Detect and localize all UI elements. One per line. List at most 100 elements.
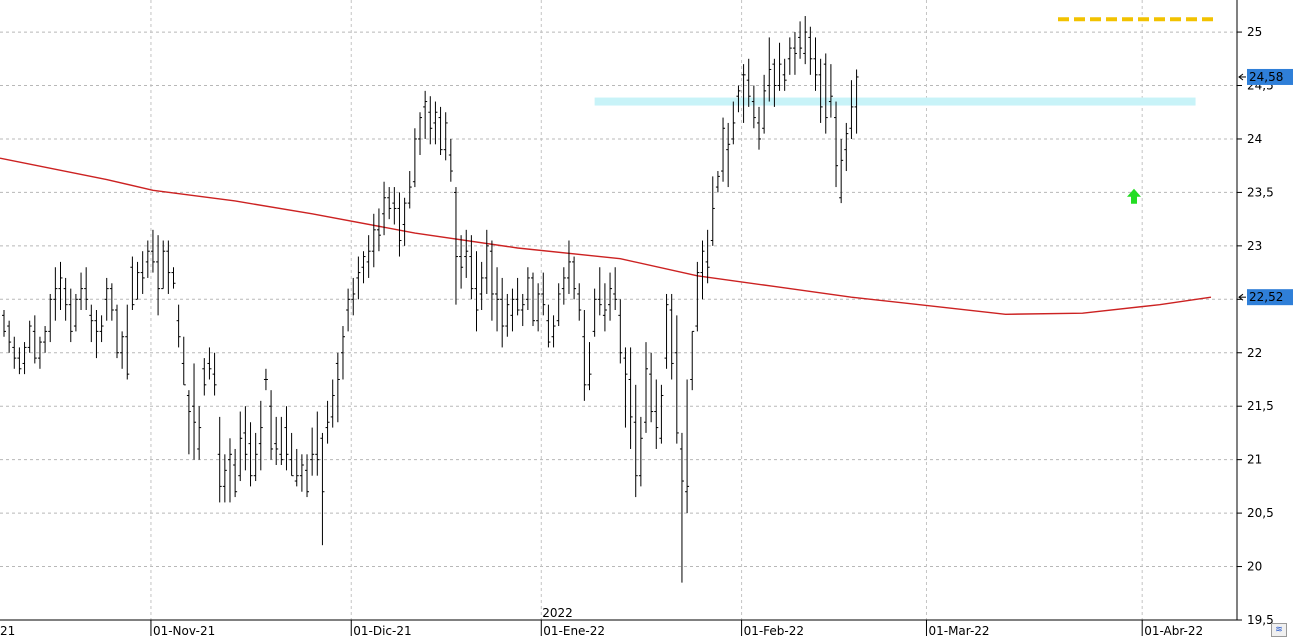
ohlc-bar <box>284 406 289 471</box>
y-tick-label: 19,5 <box>1247 613 1274 627</box>
ohlc-bar <box>310 427 315 476</box>
ohlc-bar <box>479 261 484 310</box>
ohlc-bar <box>710 176 715 246</box>
ohlc-bar <box>2 310 6 337</box>
ohlc-bar <box>597 267 602 316</box>
moving-average-line <box>0 157 1212 315</box>
chart-settings-icon[interactable]: ≋ <box>1271 623 1287 637</box>
ohlc-bar <box>330 379 335 428</box>
ohlc-bar <box>654 379 659 449</box>
ohlc-bar <box>392 187 397 225</box>
ohlc-bar <box>346 288 351 332</box>
price-tag-value: 22,52 <box>1249 290 1283 304</box>
ohlc-bar <box>664 293 669 369</box>
ohlc-bar <box>536 283 541 332</box>
ohlc-bar <box>150 229 155 273</box>
ohlc-bar <box>125 304 130 380</box>
ohlc-bar <box>433 101 438 145</box>
ohlc-bar <box>577 283 582 321</box>
x-tick-label: 01-Abr-22 <box>1144 624 1203 638</box>
ohlc-bar <box>48 293 53 343</box>
ohlc-bar <box>325 400 330 444</box>
ohlc-bar <box>505 293 510 337</box>
ohlc-bar <box>767 37 772 102</box>
ohlc-bar <box>459 235 464 289</box>
ohlc-bar <box>782 58 787 91</box>
ohlc-bar <box>525 267 530 310</box>
ohlc-bar <box>351 277 356 316</box>
price-bars <box>2 16 859 583</box>
x-tick-label: 01-Mar-22 <box>928 624 989 638</box>
ohlc-bar <box>63 277 68 321</box>
ohlc-bar <box>602 283 607 332</box>
ohlc-bar <box>217 416 222 503</box>
ohlc-bar <box>736 85 741 113</box>
ohlc-bar <box>541 272 546 316</box>
ohlc-bar <box>73 293 78 332</box>
ohlc-bar <box>515 277 520 316</box>
ohlc-bar <box>176 304 181 348</box>
ohlc-bar <box>253 432 258 482</box>
ohlc-bar <box>12 336 17 369</box>
ohlc-bar <box>756 106 761 150</box>
ohlc-bar <box>762 74 767 134</box>
ohlc-bar <box>407 171 412 209</box>
ohlc-bar <box>58 261 63 310</box>
x-axis: 21 01-Nov-21 01-Dic-21 01-Ene-22 01-Feb-22 01… <box>0 606 1203 638</box>
ohlc-bar <box>685 379 690 514</box>
ohlc-bar <box>834 101 839 188</box>
ohlc-bar <box>587 342 592 391</box>
ohlc-bar <box>854 69 859 134</box>
ohlc-bar <box>202 358 207 396</box>
price-tag-value: 24,58 <box>1249 70 1283 84</box>
ohlc-bar <box>238 411 243 482</box>
ohlc-bar <box>376 208 381 252</box>
ohlc-bar <box>443 112 448 161</box>
ohlc-bar <box>510 288 515 332</box>
ohlc-bar <box>741 64 746 123</box>
ohlc-bar <box>633 384 638 498</box>
ohlc-bar <box>787 37 792 75</box>
ohlc-bar <box>772 58 777 107</box>
ohlc-bar <box>464 229 469 278</box>
ohlc-bar <box>566 240 571 294</box>
ohlc-bar <box>695 261 700 332</box>
ohlc-bar <box>679 432 684 583</box>
ohlc-bar <box>7 320 12 353</box>
ohlc-bar <box>474 251 479 332</box>
y-tick-label: 23,5 <box>1247 185 1274 199</box>
ohlc-bar <box>818 58 823 123</box>
ohlc-bar <box>828 64 833 118</box>
ohlc-bar <box>53 267 58 321</box>
ohlc-bar <box>335 352 340 423</box>
ohlc-bar <box>356 256 361 300</box>
x-tick-label: 01-Nov-21 <box>153 624 215 638</box>
ohlc-bar <box>361 251 366 284</box>
ohlc-bar <box>438 106 443 155</box>
ohlc-bar <box>638 416 643 487</box>
signal-arrow-layer <box>1127 188 1141 204</box>
ohlc-bar <box>68 288 73 343</box>
ohlc-bar <box>243 406 248 471</box>
ohlc-bar <box>469 235 474 300</box>
ohlc-bar <box>248 422 253 487</box>
ohlc-bar <box>608 272 613 321</box>
ohlc-bar <box>161 240 166 290</box>
ohlc-bar <box>453 187 458 305</box>
ohlc-bar <box>192 363 197 460</box>
support-band <box>594 97 1196 106</box>
ohlc-bar <box>484 229 489 294</box>
ohlc-bar <box>520 293 525 327</box>
ohlc-bar <box>839 138 844 204</box>
ohlc-bar <box>212 352 217 396</box>
ohlc-bar <box>412 128 417 188</box>
ohlc-bar <box>792 32 797 75</box>
ohlc-bar <box>315 411 320 476</box>
ohlc-bar <box>263 368 268 391</box>
ohlc-bar <box>715 171 720 193</box>
ohlc-bar <box>294 448 299 487</box>
price-tag-arrow <box>1238 293 1244 301</box>
ohlc-bar <box>166 240 171 294</box>
ohlc-bar <box>721 117 726 182</box>
